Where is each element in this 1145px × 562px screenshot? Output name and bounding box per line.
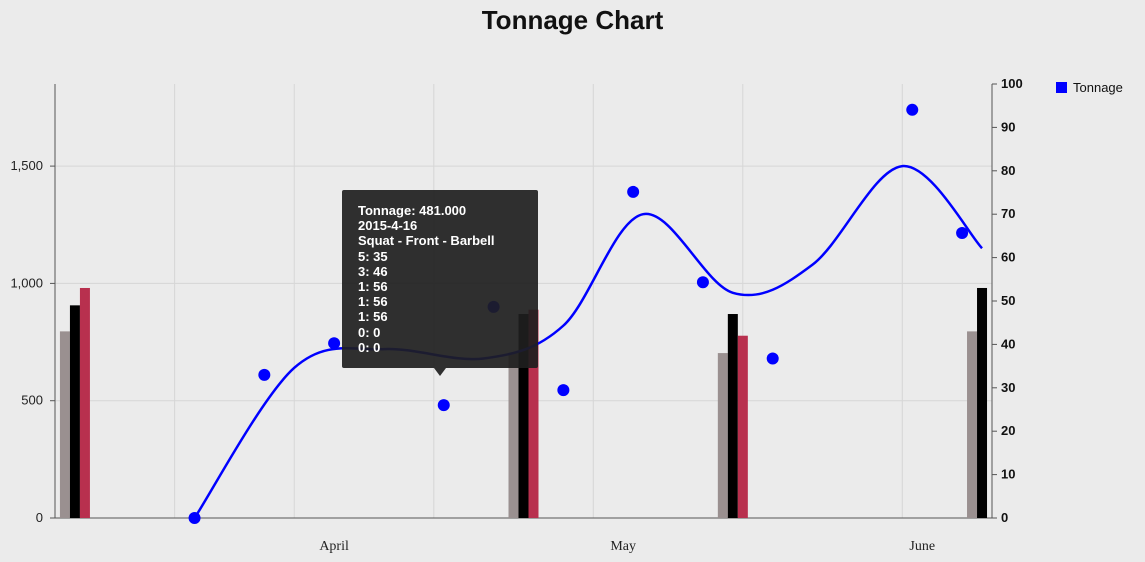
bar	[977, 287, 988, 518]
tooltip-line: 0: 0	[358, 324, 381, 340]
y-left-tick-label: 0	[36, 510, 43, 525]
tooltip-line: 1: 56	[358, 294, 388, 310]
tonnage-point	[188, 512, 201, 524]
tooltip-line: 2015-4-16	[358, 218, 418, 234]
y-right-tick-label: 70	[1001, 206, 1015, 221]
chart-title: Tonnage Chart	[481, 5, 664, 35]
tonnage-point	[557, 384, 570, 397]
bar	[717, 353, 728, 518]
y-left-tick-label: 1,500	[10, 158, 43, 173]
y-right-tick-label: 80	[1001, 163, 1015, 178]
tooltip: Tonnage: 481.000 2015-4-16 Squat - Front…	[342, 190, 538, 376]
bar-series	[59, 287, 988, 518]
y-right-tick-label: 10	[1001, 467, 1015, 482]
y-right-tick-label: 40	[1001, 336, 1015, 351]
legend-label: Tonnage	[1073, 80, 1123, 95]
tonnage-point	[696, 276, 709, 289]
tonnage-point	[258, 368, 271, 381]
bar	[727, 314, 738, 518]
bar	[79, 287, 90, 518]
bar	[508, 353, 519, 518]
y-right-tick-label: 0	[1001, 510, 1008, 525]
x-tick-label: May	[610, 539, 636, 554]
legend-swatch	[1056, 82, 1067, 93]
tonnage-trend-line	[193, 164, 983, 519]
y-right-tick-label: 30	[1001, 380, 1015, 395]
x-tick-label: April	[319, 539, 349, 554]
tooltip-line: 0: 0	[358, 339, 381, 355]
tooltip-line: Squat - Front - Barbell	[358, 233, 495, 249]
tooltip-arrow	[434, 368, 446, 376]
bar	[967, 331, 978, 518]
y-left-tick-label: 500	[21, 393, 43, 408]
bar	[737, 335, 748, 518]
tonnage-points	[188, 103, 969, 524]
bar	[518, 314, 529, 518]
tonnage-point	[956, 226, 969, 239]
y-left-tick-label: 1,000	[10, 275, 43, 290]
y-right-tick-label: 20	[1001, 423, 1015, 438]
x-tick-label: June	[909, 539, 935, 554]
tonnage-point	[627, 185, 640, 198]
y-right-tick-label: 90	[1001, 119, 1015, 134]
tooltip-line: 1: 56	[358, 309, 388, 325]
bar	[528, 309, 539, 518]
y-right-tick-label: 50	[1001, 293, 1015, 308]
y-right-tick-label: 100	[1001, 76, 1023, 91]
tonnage-point	[437, 399, 450, 412]
y-right-tick-label: 60	[1001, 250, 1015, 265]
tonnage-point	[328, 337, 341, 350]
tooltip-line: Tonnage: 481.000	[358, 203, 467, 218]
bar	[59, 331, 70, 518]
tonnage-point	[766, 352, 779, 365]
tooltip-line: 3: 46	[358, 263, 388, 279]
legend[interactable]: Tonnage	[1056, 80, 1123, 95]
tooltip-line: 1: 56	[358, 279, 388, 295]
tonnage-point	[906, 103, 919, 116]
tonnage-line	[193, 164, 983, 519]
bar	[69, 305, 80, 518]
tooltip-line: 5: 35	[358, 248, 388, 264]
tick-labels: 0 500 1,000 1,500 0 10 20 30 40 50 60 70 80 90 100 Apri…	[10, 76, 1022, 554]
